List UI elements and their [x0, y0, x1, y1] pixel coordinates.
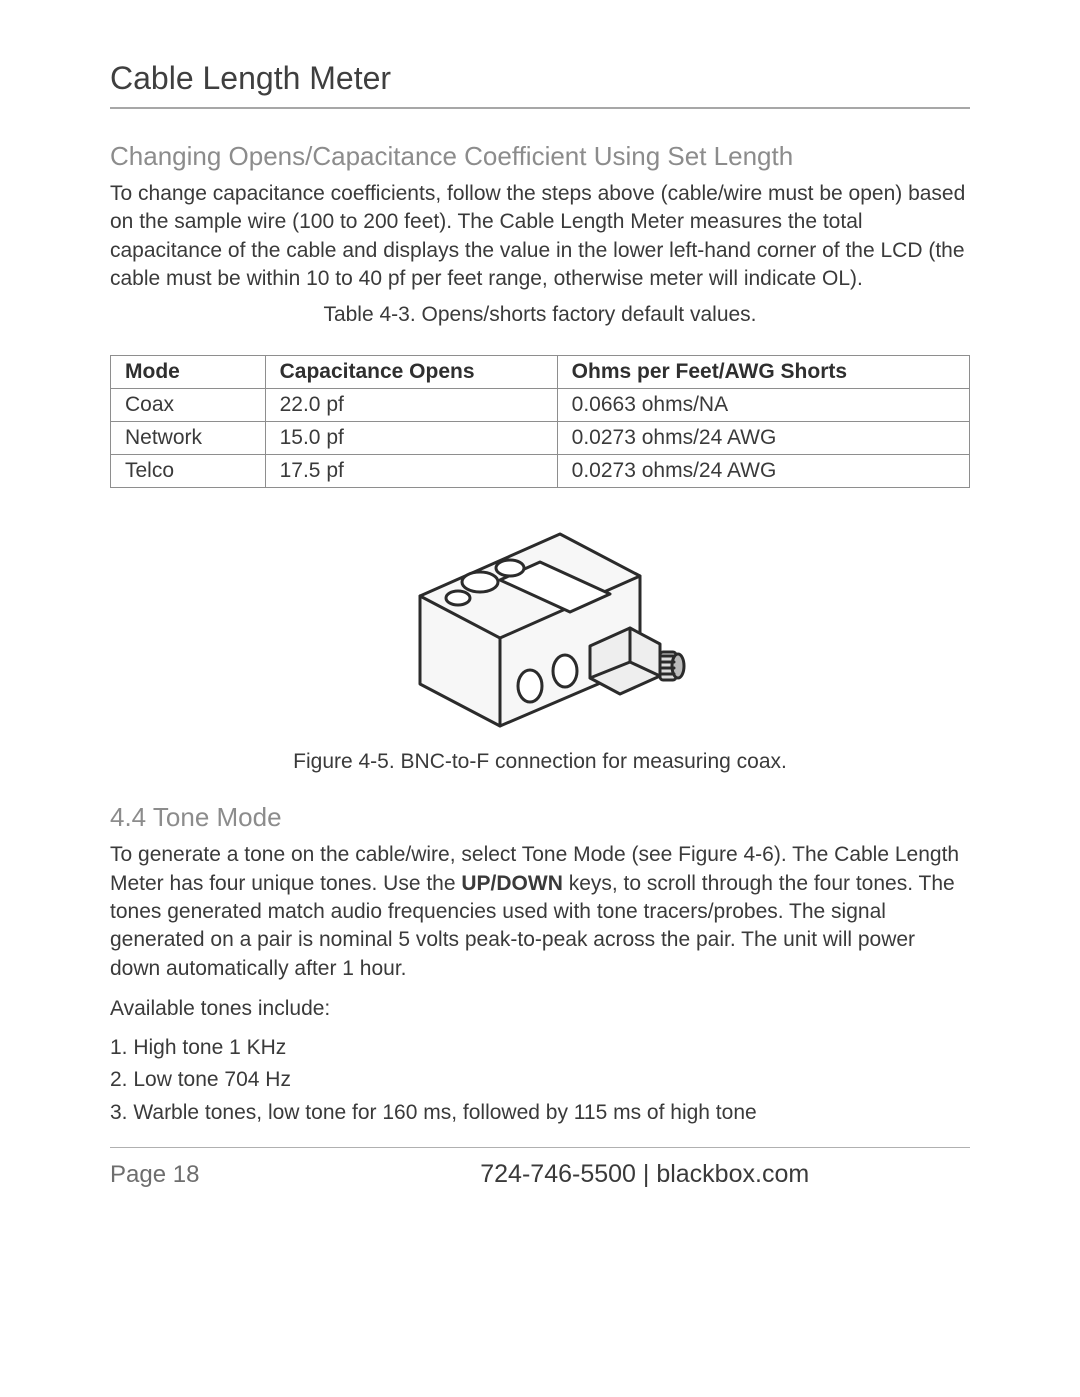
- cell-ohm: 0.0273 ohms/24 AWG: [557, 455, 969, 488]
- title-rule: [110, 107, 970, 109]
- manual-page: Cable Length Meter Changing Opens/Capaci…: [0, 0, 1080, 1219]
- col-header-capacitance: Capacitance Opens: [265, 356, 557, 389]
- col-header-ohms: Ohms per Feet/AWG Shorts: [557, 356, 969, 389]
- cell-mode: Telco: [111, 455, 266, 488]
- col-header-mode: Mode: [111, 356, 266, 389]
- table-row: Telco 17.5 pf 0.0273 ohms/24 AWG: [111, 455, 970, 488]
- table-row: Network 15.0 pf 0.0273 ohms/24 AWG: [111, 422, 970, 455]
- table-header-row: Mode Capacitance Opens Ohms per Feet/AWG…: [111, 356, 970, 389]
- section1-paragraph: To change capacitance coefficients, foll…: [110, 180, 970, 293]
- cell-mode: Network: [111, 422, 266, 455]
- defaults-table: Mode Capacitance Opens Ohms per Feet/AWG…: [110, 355, 970, 488]
- device-illustration: [360, 516, 720, 736]
- page-footer: Page 18 724-746-5500 | blackbox.com: [110, 1156, 970, 1189]
- section2-paragraph: To generate a tone on the cable/wire, se…: [110, 841, 970, 983]
- section-heading-tone: 4.4 Tone Mode: [110, 802, 970, 833]
- cell-cap: 22.0 pf: [265, 389, 557, 422]
- table-caption: Table 4-3. Opens/shorts factory default …: [110, 303, 970, 327]
- cell-cap: 17.5 pf: [265, 455, 557, 488]
- tone-item: 1. High tone 1 KHz: [110, 1032, 970, 1065]
- page-number: Page 18: [110, 1161, 199, 1189]
- tone-list: Available tones include: 1. High tone 1 …: [110, 993, 970, 1129]
- updown-keys-label: UP/DOWN: [461, 872, 563, 895]
- figure-caption: Figure 4-5. BNC-to-F connection for meas…: [110, 750, 970, 774]
- table-row: Coax 22.0 pf 0.0663 ohms/NA: [111, 389, 970, 422]
- tone-item: 3. Warble tones, low tone for 160 ms, fo…: [110, 1097, 970, 1130]
- cell-ohm: 0.0663 ohms/NA: [557, 389, 969, 422]
- available-tones-label: Available tones include:: [110, 993, 970, 1026]
- figure-device: [110, 516, 970, 736]
- cell-ohm: 0.0273 ohms/24 AWG: [557, 422, 969, 455]
- cell-cap: 15.0 pf: [265, 422, 557, 455]
- section-heading-coefficient: Changing Opens/Capacitance Coefficient U…: [110, 141, 970, 172]
- document-title: Cable Length Meter: [110, 60, 970, 97]
- footer-contact: 724-746-5500 | blackbox.com: [480, 1160, 809, 1189]
- footer-rule: [110, 1147, 970, 1148]
- tone-item: 2. Low tone 704 Hz: [110, 1064, 970, 1097]
- cell-mode: Coax: [111, 389, 266, 422]
